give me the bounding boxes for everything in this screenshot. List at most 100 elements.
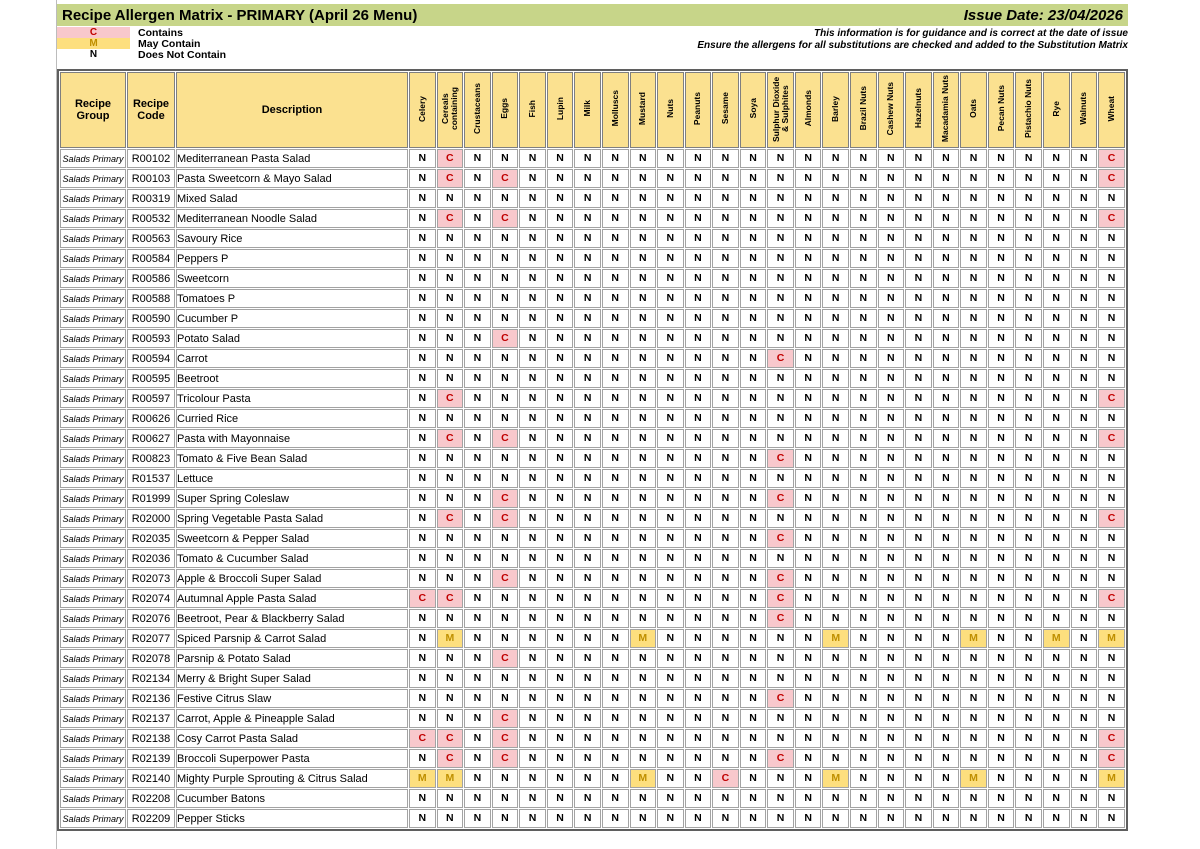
allergen-cell: N — [546, 229, 574, 248]
allergen-cell: N — [739, 429, 767, 448]
allergen-cell: N — [822, 389, 849, 408]
allergen-cell: N — [767, 729, 794, 748]
allergen-cell: N — [684, 749, 712, 768]
allergen-cell: N — [409, 309, 436, 328]
allergen-cell: N — [767, 809, 794, 828]
allergen-cell: N — [794, 229, 822, 248]
allergen-cell: N — [905, 409, 932, 428]
allergen-cell: N — [877, 809, 905, 828]
allergen-cell: N — [1042, 409, 1070, 428]
allergen-cell: N — [684, 549, 712, 568]
allergen-cell: N — [657, 629, 684, 648]
allergen-cell: N — [987, 449, 1015, 468]
allergen-cell: N — [436, 329, 464, 348]
allergen-cell: N — [409, 789, 436, 808]
allergen-cell: N — [1098, 409, 1125, 428]
allergen-cell: N — [464, 529, 491, 548]
description-cell: Peppers P — [176, 249, 408, 268]
allergen-cell: N — [519, 689, 546, 708]
allergen-cell: N — [519, 529, 546, 548]
table-row: Salads Primary R02035 Sweetcorn & Pepper S… — [60, 529, 1125, 548]
allergen-cell: N — [1042, 229, 1070, 248]
allergen-cell: N — [1070, 669, 1098, 688]
allergen-cell: N — [574, 409, 601, 428]
title-bar: Recipe Allergen Matrix - PRIMARY (April … — [57, 4, 1128, 26]
allergen-cell: N — [1070, 429, 1098, 448]
allergen-cell: N — [464, 249, 491, 268]
allergen-cell: N — [767, 409, 794, 428]
description-cell: Super Spring Coleslaw — [176, 489, 408, 508]
allergen-cell: N — [1098, 689, 1125, 708]
allergen-cell: N — [932, 729, 960, 748]
allergen-column-label: Almonds — [802, 90, 813, 127]
allergen-cell: N — [1098, 809, 1125, 828]
allergen-column-label: Celery — [416, 95, 427, 122]
allergen-cell: N — [850, 709, 877, 728]
allergen-cell: C — [1098, 169, 1125, 188]
allergen-cell: N — [1098, 489, 1125, 508]
allergen-cell: C — [767, 449, 794, 468]
allergen-cell: N — [684, 669, 712, 688]
allergen-cell: N — [932, 669, 960, 688]
allergen-cell: N — [684, 609, 712, 628]
table-row: Salads Primary R02137 Carrot, Apple & Pine… — [60, 709, 1125, 728]
table-row: Salads Primary R00823 Tomato & Five Bean S… — [60, 449, 1125, 468]
allergen-cell: N — [850, 349, 877, 368]
allergen-cell: C — [409, 729, 436, 748]
allergen-cell: N — [436, 489, 464, 508]
allergen-cell: N — [629, 349, 657, 368]
allergen-cell: N — [657, 509, 684, 528]
allergen-cell: N — [601, 549, 629, 568]
allergen-cell: N — [491, 289, 519, 308]
recipe-group-cell: Salads Primary — [60, 609, 126, 628]
allergen-cell: N — [574, 749, 601, 768]
allergen-cell: N — [1070, 729, 1098, 748]
allergen-column-label: Pecan Nuts — [995, 85, 1006, 132]
recipe-group-cell: Salads Primary — [60, 569, 126, 588]
allergen-cell: N — [960, 709, 987, 728]
allergen-cell: N — [822, 729, 849, 748]
allergen-cell: N — [1015, 389, 1042, 408]
allergen-cell: N — [657, 609, 684, 628]
allergen-cell: N — [822, 569, 849, 588]
allergen-cell: C — [491, 169, 519, 188]
recipe-group-cell: Salads Primary — [60, 489, 126, 508]
allergen-cell: N — [409, 289, 436, 308]
allergen-cell: N — [712, 209, 739, 228]
allergen-cell: N — [712, 389, 739, 408]
allergen-cell: N — [905, 329, 932, 348]
allergen-cell: N — [1098, 469, 1125, 488]
allergen-cell: N — [574, 369, 601, 388]
allergen-cell: N — [1098, 369, 1125, 388]
allergen-cell: C — [436, 169, 464, 188]
allergen-cell: N — [1042, 209, 1070, 228]
allergen-cell: N — [794, 749, 822, 768]
allergen-cell: N — [519, 809, 546, 828]
allergen-cell: N — [601, 469, 629, 488]
allergen-cell: N — [684, 529, 712, 548]
allergen-cell: N — [657, 369, 684, 388]
allergen-cell: N — [601, 209, 629, 228]
allergen-cell: N — [491, 349, 519, 368]
allergen-cell: N — [657, 549, 684, 568]
allergen-cell: N — [409, 649, 436, 668]
allergen-cell: N — [794, 469, 822, 488]
allergen-column-header-almonds: Almonds — [794, 72, 822, 148]
allergen-cell: N — [822, 209, 849, 228]
allergen-cell: N — [1098, 649, 1125, 668]
allergen-cell: N — [1042, 569, 1070, 588]
allergen-cell: N — [1042, 609, 1070, 628]
allergen-cell: N — [684, 149, 712, 168]
allergen-cell: N — [767, 189, 794, 208]
allergen-cell: N — [739, 409, 767, 428]
allergen-column-label: Pistachio Nuts — [1023, 78, 1034, 139]
allergen-cell: N — [877, 709, 905, 728]
allergen-column-header-crustaceans: Crustaceans — [464, 72, 491, 148]
allergen-cell: N — [519, 169, 546, 188]
allergen-column-header-nuts: Nuts — [657, 72, 684, 148]
recipe-code-cell: R00597 — [127, 389, 175, 408]
allergen-cell: N — [767, 709, 794, 728]
allergen-cell: N — [905, 149, 932, 168]
allergen-column-label: Milk — [582, 100, 593, 117]
allergen-column-header-cereals-containing: Cereals containing — [436, 72, 464, 148]
